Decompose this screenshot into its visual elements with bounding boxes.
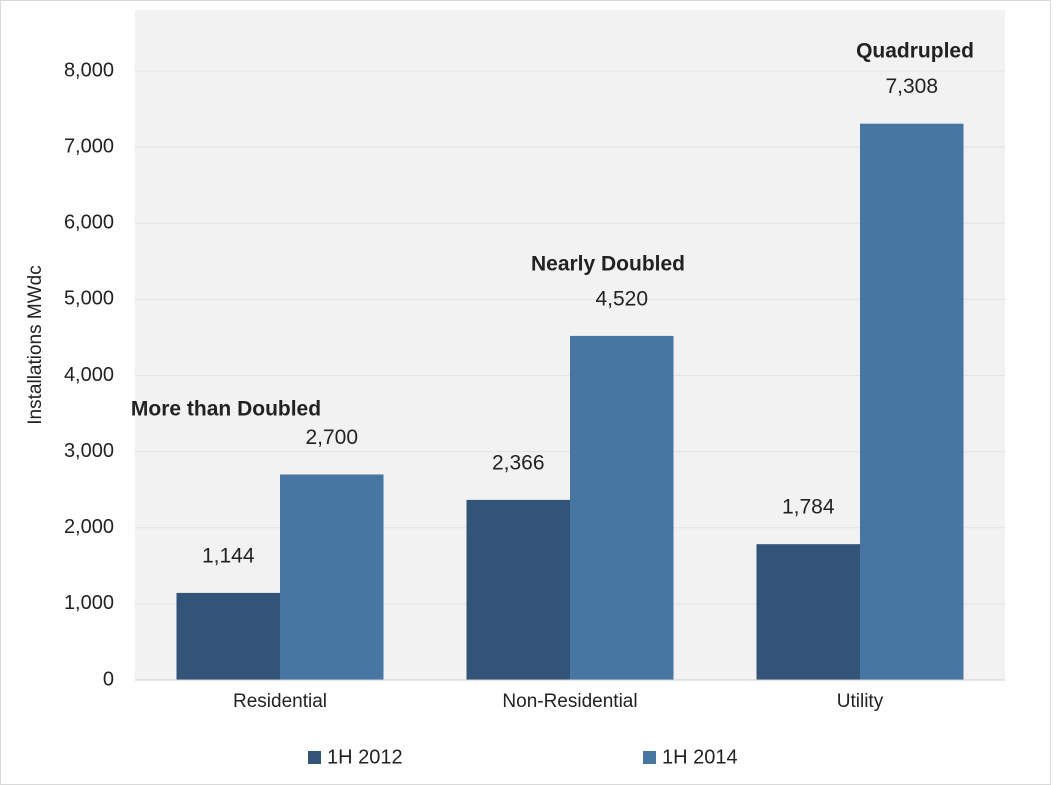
- value-label: 1,144: [202, 544, 255, 567]
- y-tick-label: 0: [103, 668, 114, 690]
- y-tick-label: 4,000: [64, 364, 114, 386]
- bar: [756, 544, 860, 680]
- bar: [570, 335, 674, 680]
- annotation: Quadrupled: [856, 40, 974, 63]
- bar: [466, 499, 570, 680]
- y-tick-label: 1,000: [64, 592, 114, 614]
- annotation: Nearly Doubled: [531, 253, 685, 276]
- legend-label: 1H 2012: [327, 746, 403, 768]
- y-tick-label: 7,000: [64, 135, 114, 157]
- legend-swatch: [643, 751, 656, 764]
- legend-swatch: [308, 751, 321, 764]
- legend-label: 1H 2014: [662, 746, 738, 768]
- bar: [280, 474, 384, 680]
- y-tick-label: 5,000: [64, 288, 114, 310]
- y-axis-label: Installations MWdc: [25, 265, 46, 424]
- annotation: More than Doubled: [131, 398, 321, 421]
- value-label: 2,366: [492, 451, 545, 474]
- y-tick-label: 8,000: [64, 59, 114, 81]
- y-tick-label: 3,000: [64, 440, 114, 462]
- bar: [860, 123, 964, 681]
- y-tick-label: 6,000: [64, 212, 114, 234]
- value-label: 1,784: [782, 496, 835, 519]
- x-tick-label: Residential: [233, 691, 327, 712]
- x-tick-label: Non-Residential: [502, 691, 637, 712]
- value-label: 7,308: [885, 75, 938, 98]
- y-tick-label: 2,000: [64, 516, 114, 538]
- value-label: 2,700: [305, 426, 358, 449]
- bar: [176, 592, 280, 680]
- x-tick-label: Utility: [837, 691, 884, 712]
- value-label: 4,520: [595, 287, 648, 310]
